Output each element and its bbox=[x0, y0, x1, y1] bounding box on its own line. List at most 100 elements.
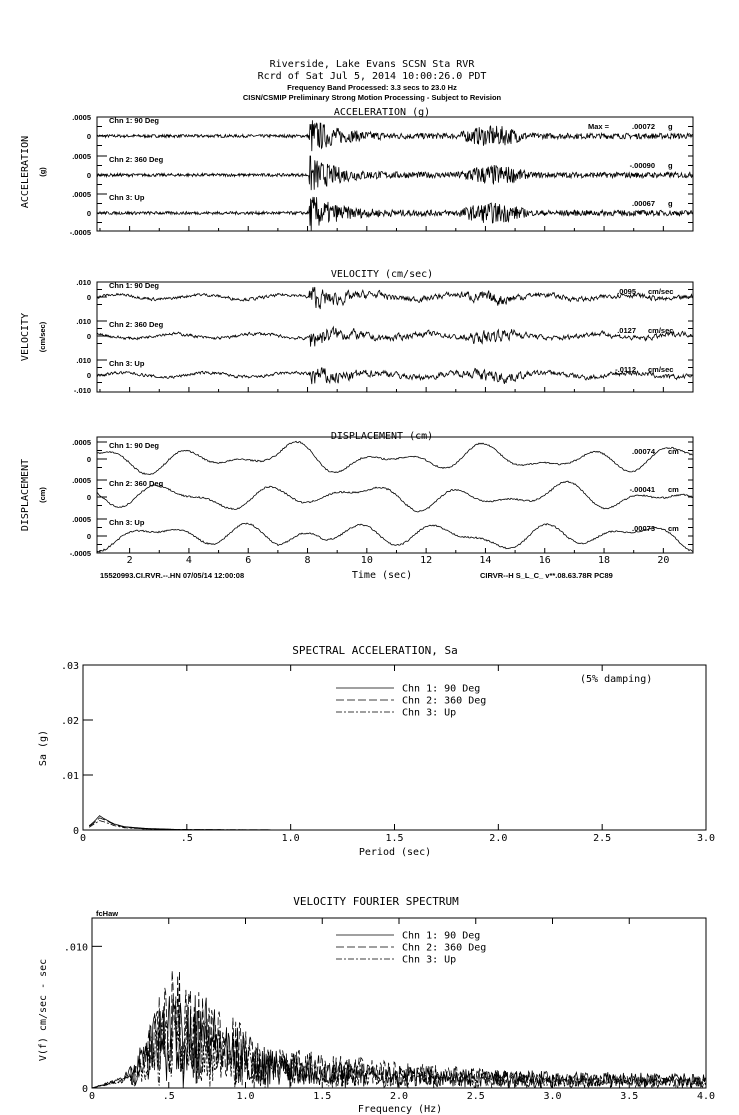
x-tick-label: 1.5 bbox=[385, 833, 403, 844]
peak-value: .0095 bbox=[617, 287, 636, 296]
footer-left: 15520993.CI.RVR.--.HN 07/05/14 12:00:08 bbox=[100, 571, 244, 580]
trace-3 bbox=[96, 196, 694, 232]
x-tick-label: 1.0 bbox=[236, 1091, 254, 1102]
x-tick-label: 16 bbox=[539, 555, 551, 566]
x-label: Time (sec) bbox=[352, 570, 412, 581]
y-tick-label: .02 bbox=[61, 716, 79, 727]
x-tick-label: 3.0 bbox=[697, 833, 715, 844]
channel-label: Chn 3: Up bbox=[109, 359, 145, 368]
sa-curve-2 bbox=[89, 817, 706, 831]
peak-unit: cm bbox=[668, 485, 679, 494]
y-tick-label: .0005 bbox=[72, 476, 91, 485]
peak-unit: cm/sec bbox=[648, 365, 673, 374]
sa-curve-3 bbox=[88, 820, 706, 831]
corner-label: fcHaw bbox=[96, 909, 118, 918]
peak-unit: cm/sec bbox=[648, 326, 673, 335]
y-tick-label: 0 bbox=[87, 293, 91, 302]
y-tick-label: .01 bbox=[61, 771, 79, 782]
peak-unit: g bbox=[668, 199, 673, 208]
x-tick-label: 4 bbox=[186, 555, 192, 566]
plot-frame bbox=[82, 664, 707, 831]
trace-2 bbox=[96, 325, 693, 347]
peak-unit: g bbox=[668, 161, 673, 170]
channel-label: Chn 1: 90 Deg bbox=[109, 441, 159, 450]
x-tick-label: 3.5 bbox=[620, 1091, 638, 1102]
y-tick-label: 0 bbox=[82, 1084, 88, 1095]
x-tick-label: 8 bbox=[305, 555, 311, 566]
y-label: V(f) cm/sec - sec bbox=[38, 959, 49, 1061]
x-tick-label: 1.0 bbox=[282, 833, 300, 844]
y-unit: (g) bbox=[38, 167, 47, 177]
fourier-curve-3 bbox=[91, 1013, 706, 1090]
x-tick-label: 2.0 bbox=[489, 833, 507, 844]
x-label: Frequency (Hz) bbox=[358, 1104, 442, 1115]
peak-unit: cm/sec bbox=[648, 287, 673, 296]
y-tick-label: 0 bbox=[87, 455, 91, 464]
y-tick-label: 0 bbox=[87, 532, 91, 541]
x-tick-label: 2.5 bbox=[593, 833, 611, 844]
x-tick-label: 18 bbox=[598, 555, 610, 566]
chart-title: VELOCITY FOURIER SPECTRUM bbox=[293, 895, 459, 908]
y-tick-label: 0 bbox=[87, 209, 91, 218]
y-tick-label: -.010 bbox=[74, 386, 91, 395]
x-tick-label: 4.0 bbox=[697, 1091, 715, 1102]
plot-frame bbox=[96, 116, 694, 232]
peak-value: .0127 bbox=[617, 326, 636, 335]
y-unit: (cm/sec) bbox=[38, 321, 47, 352]
header-station: Riverside, Lake Evans SCSN Sta RVR bbox=[270, 59, 476, 70]
channel-label: Chn 1: 90 Deg bbox=[109, 281, 159, 290]
x-tick-label: 1.5 bbox=[313, 1091, 331, 1102]
channel-label: Chn 2: 360 Deg bbox=[109, 320, 164, 329]
panel-title: ACCELERATION (g) bbox=[334, 107, 430, 118]
plot-frame bbox=[96, 436, 694, 554]
velocity-panel: VELOCITY (cm/sec) VELOCITY (cm/sec) .010… bbox=[20, 269, 694, 395]
x-label: Period (sec) bbox=[359, 847, 431, 858]
acceleration-panel: ACCELERATION (g) ACCELERATION (g) .0005 0… bbox=[20, 107, 694, 237]
y-tick-label: .0005 bbox=[72, 438, 91, 447]
header-band: Frequency Band Processed: 3.3 secs to 23… bbox=[287, 83, 457, 92]
y-label: Sa (g) bbox=[38, 730, 49, 766]
y-tick-label: -.0005 bbox=[70, 228, 91, 237]
peak-value: -.00041 bbox=[630, 485, 655, 494]
panel-title: VELOCITY (cm/sec) bbox=[331, 269, 433, 280]
y-tick-label: 0 bbox=[87, 132, 91, 141]
y-unit: (cm) bbox=[38, 487, 47, 503]
spectral-acceleration-chart: SPECTRAL ACCELERATION, Sa Sa (g) Period … bbox=[38, 644, 715, 858]
trace-3 bbox=[96, 522, 694, 553]
peak-unit: cm bbox=[668, 524, 679, 533]
y-tick-label: 0 bbox=[87, 493, 91, 502]
y-label: ACCELERATION bbox=[20, 136, 31, 208]
channel-label: Chn 3: Up bbox=[109, 518, 145, 527]
legend-label: Chn 1: 90 Deg bbox=[402, 931, 480, 942]
trace-3 bbox=[96, 367, 694, 385]
plot-frame bbox=[96, 281, 694, 393]
fourier-curve-2 bbox=[91, 970, 706, 1089]
trace-1 bbox=[96, 440, 694, 476]
channel-label: Chn 2: 360 Deg bbox=[109, 479, 164, 488]
x-tick-label: 0 bbox=[89, 1091, 95, 1102]
legend-label: Chn 3: Up bbox=[402, 708, 456, 719]
peak-value: .00072 bbox=[632, 122, 655, 131]
peak-value: .00073 bbox=[632, 524, 655, 533]
y-tick-label: .010 bbox=[76, 278, 91, 287]
fourier-spectrum-chart: VELOCITY FOURIER SPECTRUM fcHaw V(f) cm/… bbox=[38, 895, 715, 1115]
peak-value: .00067 bbox=[632, 199, 655, 208]
x-tick-label: .5 bbox=[163, 1091, 175, 1102]
y-tick-label: .03 bbox=[61, 661, 79, 672]
header-processing: CISN/CSMIP Preliminary Strong Motion Pro… bbox=[243, 93, 502, 102]
trace-2 bbox=[96, 155, 694, 191]
y-tick-label: 0 bbox=[73, 826, 79, 837]
channel-label: Chn 1: 90 Deg bbox=[109, 116, 159, 125]
peak-unit: g bbox=[668, 122, 673, 131]
footer-right: CIRVR--H S_L_C_ v**.08.63.78R PC89 bbox=[480, 571, 613, 580]
fourier-curve-1 bbox=[91, 995, 706, 1089]
header: Riverside, Lake Evans SCSN Sta RVR Rcrd … bbox=[243, 59, 502, 102]
peak-value: -.00090 bbox=[630, 161, 655, 170]
y-tick-label: 0 bbox=[87, 332, 91, 341]
x-tick-label: 2.5 bbox=[467, 1091, 485, 1102]
x-tick-label: 10 bbox=[361, 555, 373, 566]
y-tick-label: .0005 bbox=[72, 515, 91, 524]
sa-curve-1 bbox=[88, 815, 706, 831]
y-tick-label: 0 bbox=[87, 171, 91, 180]
